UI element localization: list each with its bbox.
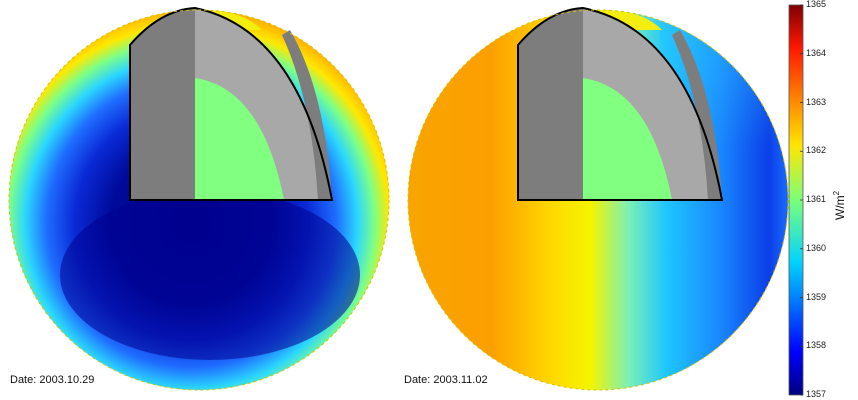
colorbar-tick-label: 1363: [806, 96, 827, 107]
colorbar-tick-label: 1360: [806, 242, 827, 253]
colorbar: [788, 4, 804, 396]
date-label-right: Date: 2003.11.02: [404, 374, 488, 386]
right-cutaway: [517, 6, 724, 201]
left-cutaway-dark-section: [130, 8, 195, 200]
colorbar-tick-label: 1359: [806, 291, 827, 302]
left-core: [195, 78, 284, 200]
colorbar-tick-marks: [800, 4, 803, 396]
unit-base: W/m: [833, 195, 847, 220]
colorbar-tick-label: 1364: [806, 47, 827, 58]
right-disk-limb: [407, 9, 789, 391]
unit-exponent: 2: [832, 190, 841, 196]
colorbar-tick-label: 1358: [806, 340, 827, 351]
colorbar-tick-label: 1361: [806, 194, 827, 204]
right-cutaway-shadow-band: [672, 30, 722, 200]
left-disk-limb: [8, 9, 390, 391]
colorbar-tick-label: 1365: [806, 0, 827, 9]
colorbar-tick-label: 1357: [806, 389, 827, 399]
right-core: [583, 78, 672, 200]
left-dark-region: [60, 190, 360, 360]
left-cutaway-outline: [129, 6, 334, 201]
right-cyan-shading: [660, 10, 788, 390]
left-cutaway-shadow-band: [282, 30, 332, 200]
right-cutaway-dark-section: [518, 8, 583, 200]
colorbar-unit-label: W/m2: [832, 191, 847, 220]
left-solar-disk: [8, 6, 390, 391]
left-cutaway: [129, 6, 334, 201]
date-label-left: Date: 2003.10.29: [10, 374, 95, 386]
colorbar-tick-label: 1362: [806, 145, 827, 156]
right-cutaway-outline: [517, 6, 724, 201]
right-solar-disk: [407, 6, 789, 391]
